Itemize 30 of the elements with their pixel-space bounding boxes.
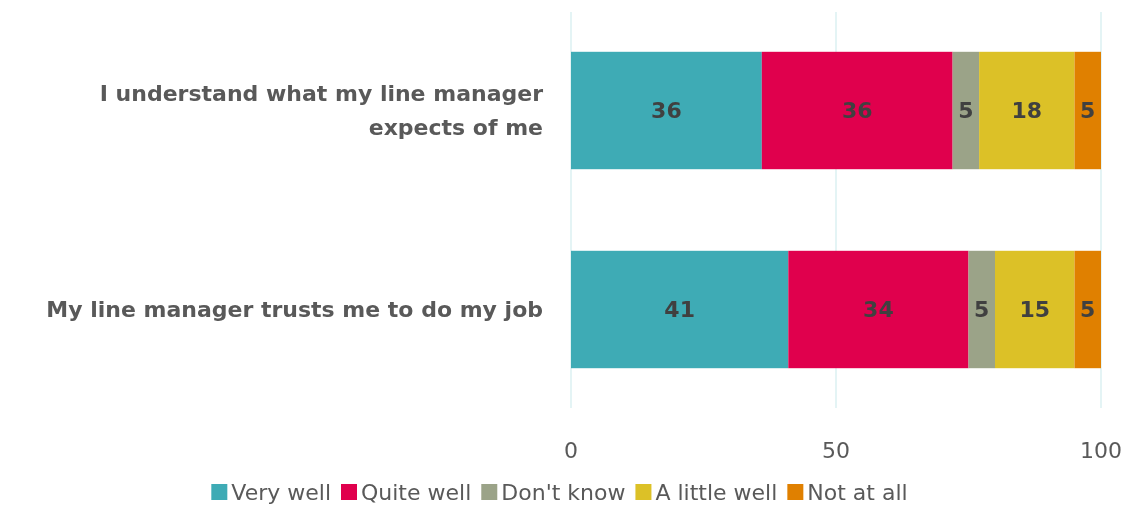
y-tick-label: I understand what my line manager expects of me [99,81,544,140]
legend-label: Not at all [807,479,908,505]
data-label: 5 [974,297,990,322]
legend-label: Quite well [361,479,472,505]
data-label: 34 [863,297,894,322]
legend-label: Don't know [501,479,626,505]
data-label: 41 [664,297,695,322]
bar [952,51,980,170]
legend-label: Very well [231,479,331,505]
x-tick-label: 50 [822,437,850,463]
data-label: 15 [1019,297,1051,322]
data-label: 5 [1080,98,1096,123]
data-label: 18 [1011,98,1043,123]
bar [1074,51,1101,170]
x-tick-label: 100 [1080,437,1122,463]
bar [968,250,995,369]
legend-label: A little well [655,479,778,505]
y-tick-label: My line manager trusts me to do my job [46,297,543,322]
data-label: 36 [651,98,682,123]
data-label: 5 [958,98,974,123]
bar [979,51,1075,170]
bar [995,250,1075,369]
bar [571,51,762,170]
x-tick-label: 0 [564,437,578,463]
data-label: 36 [841,98,873,123]
data-label: 5 [1080,297,1096,322]
bar [1074,250,1101,369]
bar [761,51,953,170]
bar [788,250,969,369]
bar [571,250,789,369]
